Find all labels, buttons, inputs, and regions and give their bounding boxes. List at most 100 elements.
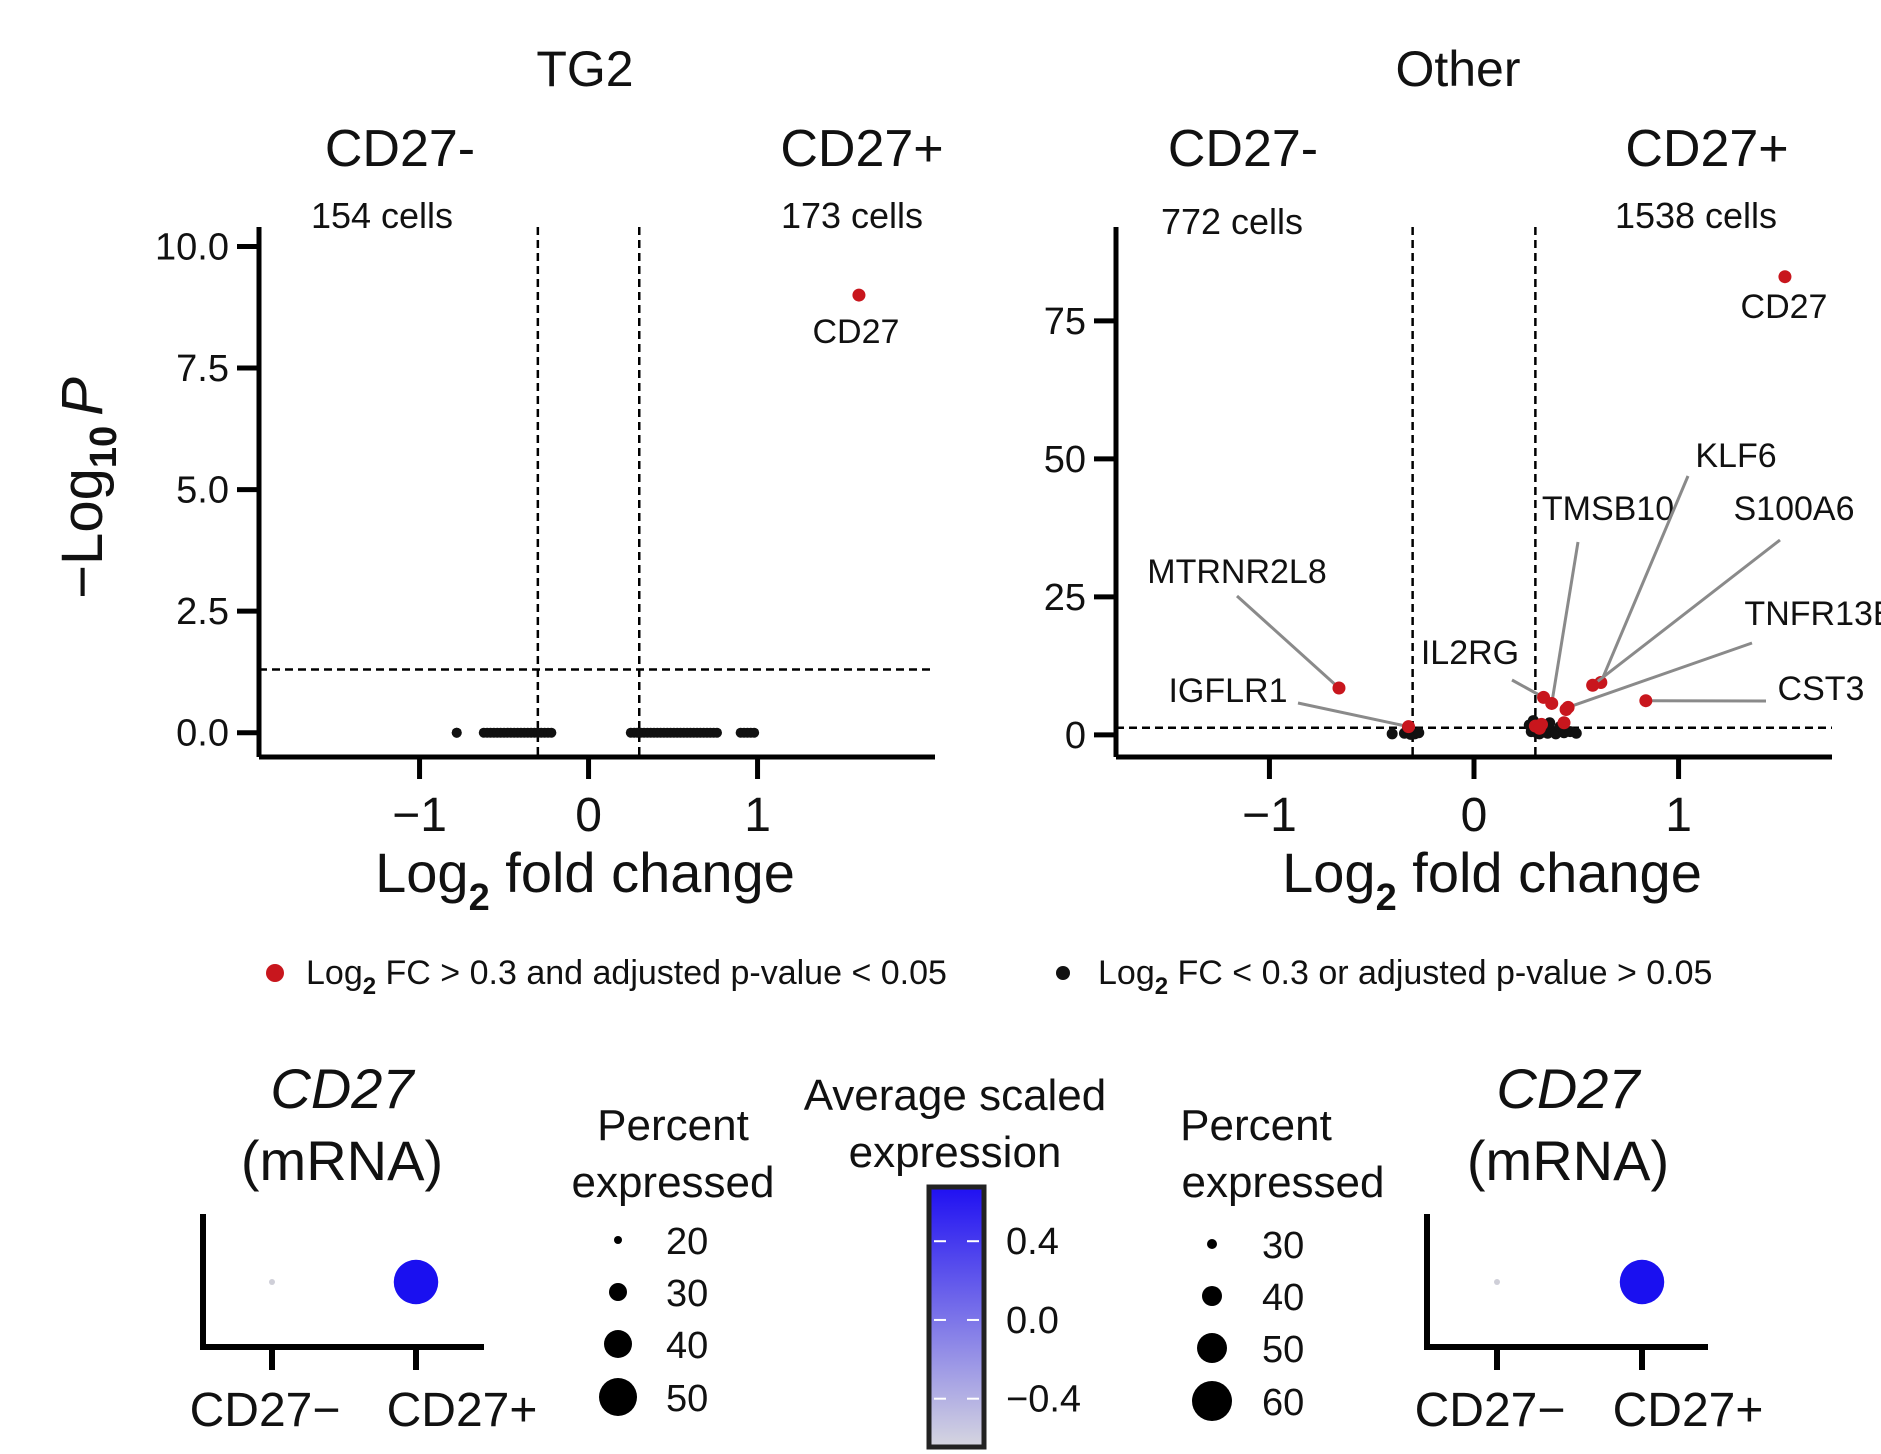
size-legend-left: Percent expressed 20 30 40 50 [571,1101,774,1420]
right-group-cells: 173 cells [781,195,923,236]
left-group-cells: 772 cells [1161,201,1303,242]
significant-point [1402,720,1416,734]
label-connector [1567,641,1753,709]
volcano-panel-other: Other CD27- CD27+ 772 cells 1538 cells L… [1044,41,1881,919]
label-connector [1550,541,1580,704]
point-label: MTRNR2L8 [1147,553,1326,591]
size-legend-marker [1202,1286,1222,1306]
x-tick-label: 1 [744,789,771,842]
label-connector [1297,701,1409,729]
colorbar-ticks: 0.4 0.0 −0.4 [934,1221,1081,1421]
significant-point [1778,270,1792,284]
significant-point [1559,703,1573,717]
size-legend-marker [604,1330,632,1358]
nonsignificant-point [1413,727,1425,739]
y-tick-label: 0 [1065,715,1086,757]
significant-point [1557,716,1571,730]
size-legend-label: 50 [1262,1329,1304,1371]
point-label: IGFLR1 [1168,672,1287,710]
y-tick-label: 50 [1044,439,1086,481]
x-tick-label: 0 [1461,789,1488,842]
y-tick-label: 75 [1044,301,1086,343]
x-tick-label: 0 [575,789,602,842]
nonsignificant-point [749,727,760,738]
x-tick-label: −1 [1242,789,1297,842]
size-legend-label: 30 [666,1273,708,1315]
label-connector [1235,594,1340,690]
point-label: KLF6 [1695,437,1776,475]
right-group-label: CD27+ [1625,120,1788,178]
nonsignificant-point [546,727,557,738]
legend-significant-marker [266,964,284,982]
nonsignificant-point [1386,728,1398,740]
panel-title: Other [1395,41,1520,97]
size-legend-marker [609,1283,627,1301]
dotplot-gene: CD27 [270,1057,415,1120]
size-legend-right: Percent expressed 30 40 50 60 [1180,1101,1384,1424]
point-label: TNFR13B [1744,595,1881,633]
dotplot-subtitle: (mRNA) [1467,1129,1669,1192]
category-label: CD27− [190,1384,341,1437]
legend-significant-label: Log2 FC > 0.3 and adjusted p-value < 0.0… [306,954,947,1000]
significant-point [852,288,866,302]
y-tick-label: 25 [1044,577,1086,619]
dot-cd27-pos [393,1259,439,1305]
significant-point [1545,696,1559,710]
y-tick-label: 0.0 [176,713,229,755]
x-tick-label: 1 [1665,789,1692,842]
significant-point [1532,721,1546,735]
size-legend-title: expressed [571,1158,774,1207]
legend-nonsignificant-marker [1056,966,1070,980]
category-label: CD27+ [1613,1384,1764,1437]
size-legend-label: 30 [1262,1225,1304,1267]
size-legend-marker [1207,1239,1217,1249]
y-tick-label: 5.0 [176,470,229,512]
point-label: TMSB10 [1542,490,1674,528]
point-label: CST3 [1778,670,1865,708]
panel-title: TG2 [536,41,633,97]
left-group-cells: 154 cells [311,195,453,236]
colorbar-tick-label: −0.4 [1006,1379,1081,1421]
dotplot-right: CD27 (mRNA) CD27− CD27+ [1415,1057,1764,1437]
significant-point [1332,681,1346,695]
size-legend-label: 40 [666,1325,708,1367]
significant-point [1586,678,1600,692]
legend-nonsignificant-label: Log2 FC < 0.3 or adjusted p-value > 0.05 [1098,954,1712,1000]
left-group-label: CD27- [325,120,475,178]
x-axis-label: Log2 fold change [375,841,795,919]
nonsignificant-point [1570,727,1582,739]
volcano-panel-tg2: TG2 CD27- CD27+ 154 cells 173 cells −Log… [50,41,944,919]
y-tick-label: 7.5 [176,348,229,390]
point-label: S100A6 [1734,490,1855,528]
colorbar-tick-label: 0.4 [1006,1221,1059,1263]
size-legend-marker [1197,1333,1227,1363]
colorbar-tick-label: 0.0 [1006,1300,1059,1342]
colorbar-title: expression [849,1128,1062,1177]
size-legend-marker [1192,1381,1232,1421]
dotplot-axes [200,1214,484,1350]
nonsignificant-point [711,727,722,738]
size-legend-marker [614,1236,622,1244]
label-connector [1599,475,1690,684]
x-axis-label: Log2 fold change [1282,841,1702,919]
category-label: CD27− [1415,1384,1566,1437]
size-legend-label: 60 [1262,1382,1304,1424]
size-legend-marker [599,1378,637,1416]
colorbar-gradient [926,1184,987,1450]
label-connector [1591,538,1781,687]
dotplot-gene: CD27 [1496,1057,1641,1120]
y-tick-label: 10.0 [155,226,229,268]
point-legend: Log2 FC > 0.3 and adjusted p-value < 0.0… [266,954,1712,1000]
size-legend-title: Percent [597,1101,749,1150]
y-tick-label: 2.5 [176,591,229,633]
size-legend-title: expressed [1181,1158,1384,1207]
point-label: CD27 [1741,288,1828,326]
colorbar-title: Average scaled [804,1071,1107,1120]
size-legend-label: 40 [1262,1277,1304,1319]
size-legend-label: 50 [666,1378,708,1420]
dotplot-left: CD27 (mRNA) CD27− CD27+ [190,1057,538,1437]
point-label: CD27 [812,313,899,351]
size-legend-title: Percent [1180,1101,1332,1150]
right-group-cells: 1538 cells [1615,195,1777,236]
